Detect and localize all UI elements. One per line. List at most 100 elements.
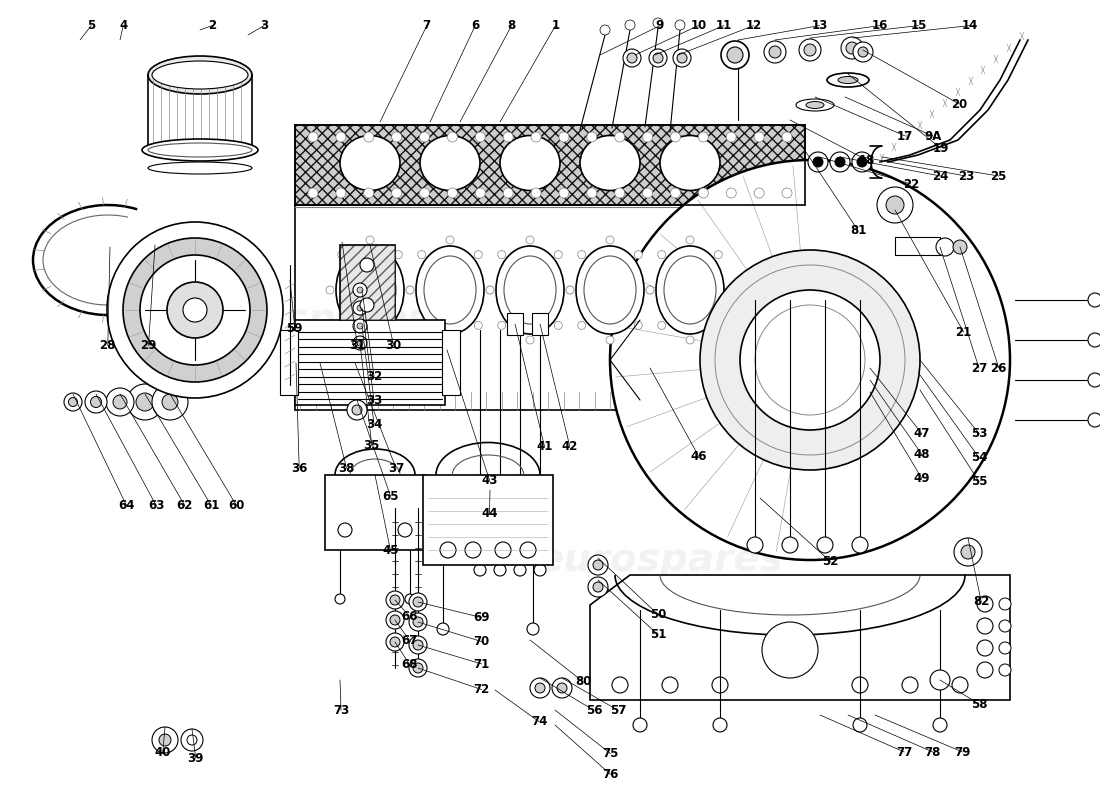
Text: 37: 37	[388, 462, 404, 474]
Text: 62: 62	[177, 499, 192, 512]
Text: 44: 44	[482, 507, 497, 520]
Circle shape	[804, 44, 816, 56]
Circle shape	[846, 42, 858, 54]
Circle shape	[675, 20, 685, 30]
Text: 67: 67	[402, 634, 417, 646]
Ellipse shape	[827, 73, 869, 87]
Ellipse shape	[148, 162, 252, 174]
Circle shape	[412, 663, 424, 673]
Circle shape	[615, 132, 625, 142]
Text: 78: 78	[925, 746, 940, 758]
Circle shape	[386, 611, 404, 629]
Text: 38: 38	[339, 462, 354, 474]
Circle shape	[727, 47, 742, 63]
Circle shape	[85, 391, 107, 413]
Bar	[424, 475, 553, 565]
Text: 76: 76	[603, 768, 618, 781]
Circle shape	[586, 132, 597, 142]
Text: 54: 54	[970, 451, 988, 464]
Circle shape	[1088, 333, 1100, 347]
Text: 21: 21	[956, 326, 971, 338]
Bar	[295, 320, 446, 405]
Circle shape	[755, 132, 764, 142]
Circle shape	[106, 388, 134, 416]
Text: 52: 52	[823, 555, 838, 568]
Bar	[532, 313, 548, 335]
Text: 75: 75	[603, 747, 618, 760]
Circle shape	[520, 542, 536, 558]
Circle shape	[182, 729, 204, 751]
Circle shape	[409, 613, 427, 631]
Text: 48: 48	[913, 448, 930, 461]
Text: 36: 36	[292, 462, 307, 474]
Circle shape	[593, 582, 603, 592]
Circle shape	[531, 132, 541, 142]
Ellipse shape	[496, 246, 564, 334]
Circle shape	[526, 236, 534, 244]
Circle shape	[842, 37, 864, 59]
Circle shape	[740, 290, 880, 430]
Circle shape	[588, 577, 608, 597]
Circle shape	[808, 152, 828, 172]
Text: 13: 13	[812, 19, 827, 32]
Circle shape	[999, 642, 1011, 654]
Circle shape	[412, 640, 424, 650]
Text: 51: 51	[650, 628, 666, 641]
Circle shape	[412, 597, 424, 607]
Circle shape	[578, 250, 585, 258]
Ellipse shape	[500, 135, 560, 190]
Circle shape	[465, 542, 481, 558]
Circle shape	[386, 633, 404, 651]
Circle shape	[653, 53, 663, 63]
Circle shape	[593, 560, 603, 570]
Circle shape	[877, 187, 913, 223]
Text: 24: 24	[933, 170, 948, 182]
Circle shape	[830, 152, 850, 172]
Circle shape	[671, 132, 681, 142]
Text: 72: 72	[474, 683, 490, 696]
Circle shape	[952, 677, 968, 693]
Text: 1: 1	[551, 19, 560, 32]
Text: 33: 33	[366, 394, 382, 406]
Ellipse shape	[580, 135, 640, 190]
Circle shape	[953, 240, 967, 254]
Text: 19: 19	[933, 142, 948, 154]
Text: 10: 10	[691, 19, 706, 32]
Text: 45: 45	[383, 544, 398, 557]
Text: 80: 80	[575, 675, 591, 688]
Circle shape	[527, 623, 539, 635]
Circle shape	[852, 42, 873, 62]
Text: 3: 3	[260, 19, 268, 32]
Circle shape	[782, 537, 797, 553]
Circle shape	[554, 322, 562, 330]
Circle shape	[535, 683, 544, 693]
Circle shape	[152, 384, 188, 420]
Ellipse shape	[660, 135, 720, 190]
Text: 65: 65	[383, 490, 398, 502]
Circle shape	[930, 670, 950, 690]
Circle shape	[390, 595, 400, 605]
Circle shape	[409, 593, 427, 611]
Circle shape	[474, 250, 482, 258]
Circle shape	[782, 132, 792, 142]
Text: 42: 42	[562, 440, 578, 453]
Ellipse shape	[838, 77, 858, 83]
Text: 74: 74	[531, 715, 547, 728]
Circle shape	[886, 196, 904, 214]
Bar	[295, 125, 805, 205]
Circle shape	[578, 322, 585, 330]
Text: 59: 59	[286, 322, 304, 334]
Circle shape	[107, 222, 283, 398]
Circle shape	[642, 188, 652, 198]
Circle shape	[474, 322, 482, 330]
Circle shape	[726, 286, 734, 294]
Bar	[442, 330, 460, 395]
Ellipse shape	[416, 246, 484, 334]
Circle shape	[183, 298, 207, 322]
Circle shape	[625, 20, 635, 30]
Circle shape	[136, 393, 154, 411]
Circle shape	[642, 132, 652, 142]
Circle shape	[977, 618, 993, 634]
Circle shape	[700, 250, 920, 470]
Circle shape	[90, 397, 101, 407]
